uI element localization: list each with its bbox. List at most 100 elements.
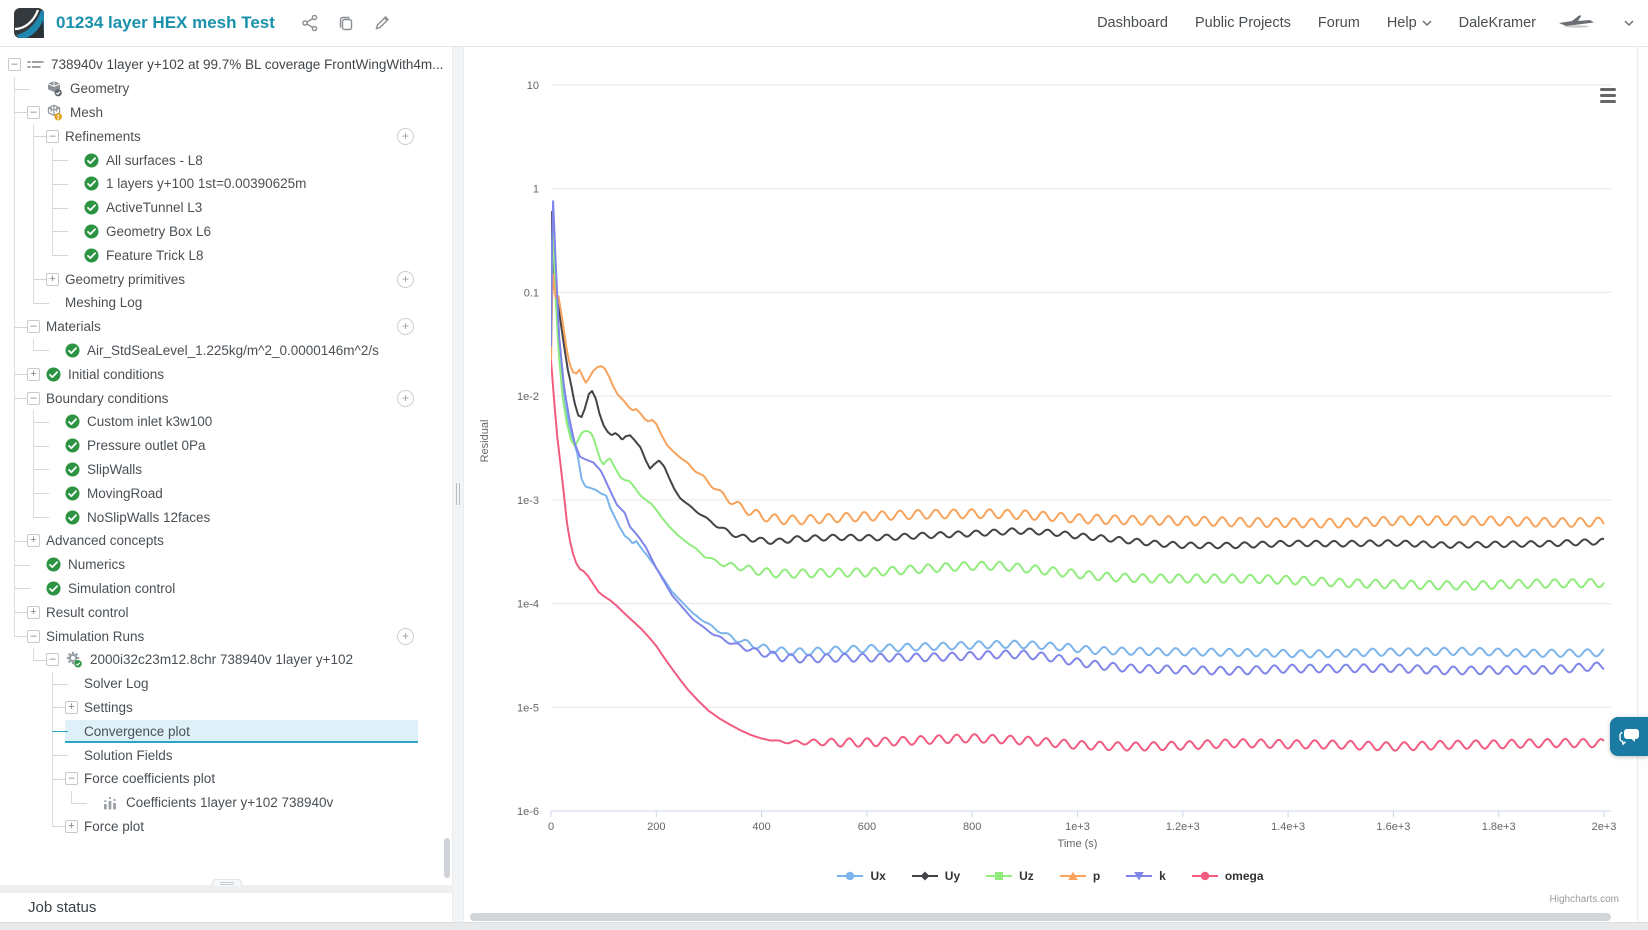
tree-item-materials[interactable]: – Materials +: [0, 314, 452, 339]
expand-toggle[interactable]: +: [65, 819, 78, 833]
tree-connector: [33, 445, 49, 447]
expand-toggle[interactable]: +: [27, 534, 40, 548]
tree-item-all-surfaces-l8[interactable]: All surfaces - L8: [0, 148, 452, 172]
series-line-k[interactable]: [551, 200, 1605, 676]
tree-item-convergence-plot[interactable]: Convergence plot: [0, 719, 452, 744]
tree-item-boundary-conditions[interactable]: – Boundary conditions +: [0, 386, 452, 410]
nav-forum[interactable]: Forum: [1317, 15, 1360, 31]
expand-toggle[interactable]: +: [27, 367, 40, 381]
top-nav: Dashboard Public Projects Forum Help DaleKra…: [1097, 13, 1634, 33]
scrollbar-thumb[interactable]: [470, 913, 1612, 921]
add-item-button[interactable]: +: [397, 127, 414, 145]
nav-public-projects[interactable]: Public Projects: [1195, 15, 1291, 31]
collapse-toggle[interactable]: –: [65, 772, 78, 786]
tree-item-air-stdsealevel-1-225kg-m-2-0-0000146m-2[interactable]: Air_StdSeaLevel_1.225kg/m^2_0.0000146m^2…: [0, 338, 452, 363]
tree-item-result-control[interactable]: + Result control: [0, 600, 452, 625]
tree-item-geometry[interactable]: Geometry: [0, 76, 452, 101]
tree-item-2000i32c23m12-8chr-738940v-1layer-y-102[interactable]: – 2000i32c23m12.8chr 738940v 1layer y+102: [0, 647, 452, 672]
legend-item-Uy[interactable]: Uy: [911, 869, 960, 883]
tree-scrollbar[interactable]: [444, 838, 450, 878]
add-item-button[interactable]: +: [397, 389, 414, 407]
tree-item-advanced-concepts[interactable]: + Advanced concepts: [0, 528, 452, 553]
tree-item-feature-trick-l8[interactable]: Feature Trick L8: [0, 243, 452, 268]
tree-item-label: SlipWalls: [87, 461, 143, 477]
chart-horizontal-scrollbar[interactable]: [470, 913, 1623, 921]
add-item-button[interactable]: +: [397, 627, 414, 645]
app-logo[interactable]: [14, 8, 44, 38]
tree-item-force-coefficients-plot[interactable]: – Force coefficients plot: [0, 766, 452, 791]
series-line-Uy[interactable]: [551, 210, 1605, 550]
tree-item-solution-fields[interactable]: Solution Fields: [0, 743, 452, 767]
tree-item-numerics[interactable]: Numerics: [0, 552, 452, 577]
tree-connector: [14, 588, 30, 590]
tree-item-slipwalls[interactable]: SlipWalls: [0, 457, 452, 482]
collapse-toggle[interactable]: –: [46, 129, 59, 143]
legend-item-p[interactable]: p: [1059, 869, 1100, 883]
y-tick-label: 0.1: [524, 287, 539, 299]
tree-item-initial-conditions[interactable]: + Initial conditions: [0, 362, 452, 387]
tree-item-geometry-box-l6[interactable]: Geometry Box L6: [0, 219, 452, 244]
x-tick-label: 600: [858, 821, 876, 833]
collapse-toggle[interactable]: –: [8, 58, 21, 72]
collapse-toggle[interactable]: –: [46, 653, 59, 667]
tree-item-simulation-control[interactable]: Simulation control: [0, 576, 452, 601]
tree-item-force-plot[interactable]: + Force plot: [0, 814, 452, 839]
nav-dashboard[interactable]: Dashboard: [1097, 15, 1168, 31]
tree-item-activetunnel-l3[interactable]: ActiveTunnel L3: [0, 195, 452, 220]
tree-item-738940v-1layer-y-102-at-99-7-bl-coverage[interactable]: – 738940v 1layer y+102 at 99.7% BL covera…: [0, 53, 452, 77]
series-line-omega[interactable]: [551, 360, 1605, 752]
job-status-splitter[interactable]: [0, 879, 452, 893]
vertical-splitter[interactable]: [452, 47, 464, 930]
tree-item-1-layers-y-100-1st-0-00390625m[interactable]: 1 layers y+100 1st=0.00390625m: [0, 171, 452, 196]
tree-item-settings[interactable]: + Settings: [0, 695, 452, 720]
tree-connector: [52, 183, 68, 185]
chat-button[interactable]: [1610, 717, 1648, 756]
add-item-button[interactable]: +: [397, 318, 414, 336]
job-splitter-handle: [212, 879, 242, 886]
legend-item-Uz[interactable]: Uz: [986, 869, 1034, 883]
series-line-p[interactable]: [551, 273, 1605, 529]
tree-item-refinements[interactable]: – Refinements +: [0, 124, 452, 149]
nav-help[interactable]: Help: [1387, 15, 1432, 31]
expand-toggle[interactable]: +: [27, 605, 40, 619]
tree-item-coefficients-1layer-y-102-738940v[interactable]: Coefficients 1layer y+102 738940v: [0, 790, 452, 815]
user-avatar[interactable]: [1559, 13, 1597, 33]
share-icon[interactable]: [301, 14, 319, 32]
tree-guide-line: [14, 267, 15, 291]
collapse-toggle[interactable]: –: [27, 391, 40, 405]
collapse-toggle[interactable]: –: [27, 320, 40, 334]
job-status-title: Job status: [28, 899, 97, 916]
tree-item-noslipwalls-12faces[interactable]: NoSlipWalls 12faces: [0, 505, 452, 529]
series-line-Uz[interactable]: [551, 230, 1605, 591]
tree-item-movingroad[interactable]: MovingRoad: [0, 481, 452, 506]
tree-connector: [52, 778, 68, 780]
tree-item-simulation-runs[interactable]: – Simulation Runs +: [0, 624, 452, 648]
tree-item-geometry-primitives[interactable]: + Geometry primitives +: [0, 267, 452, 291]
expand-toggle[interactable]: +: [46, 272, 59, 286]
nav-dalekramer[interactable]: DaleKramer: [1458, 15, 1536, 31]
tree-item-meshing-log[interactable]: Meshing Log: [0, 290, 452, 315]
legend-item-k[interactable]: k: [1126, 869, 1166, 883]
check-icon: [84, 224, 99, 239]
legend-item-Ux[interactable]: Ux: [837, 869, 886, 883]
tree-connector: [52, 707, 68, 709]
legend-item-omega[interactable]: omega: [1191, 869, 1264, 883]
edit-icon[interactable]: [373, 14, 391, 32]
tree-connector: [14, 88, 30, 90]
collapse-toggle[interactable]: –: [27, 105, 40, 119]
tree-item-solver-log[interactable]: Solver Log: [0, 671, 452, 696]
highcharts-credits[interactable]: Highcharts.com: [1549, 894, 1619, 905]
tree-connector: [33, 302, 49, 304]
check-icon: [84, 153, 99, 168]
copy-icon[interactable]: [337, 14, 355, 32]
tree-connector: [33, 469, 49, 471]
collapse-toggle[interactable]: –: [27, 629, 40, 643]
series-line-Ux[interactable]: [551, 212, 1605, 659]
tree-item-custom-inlet-k3w100[interactable]: Custom inlet k3w100: [0, 409, 452, 434]
add-item-button[interactable]: +: [397, 270, 414, 288]
chart-menu-button[interactable]: [1597, 87, 1619, 107]
expand-toggle[interactable]: +: [65, 700, 78, 714]
tree-item-mesh[interactable]: – Mesh: [0, 100, 452, 125]
tree-item-pressure-outlet-0pa[interactable]: Pressure outlet 0Pa: [0, 433, 452, 458]
account-menu-chevron[interactable]: [1624, 15, 1634, 31]
